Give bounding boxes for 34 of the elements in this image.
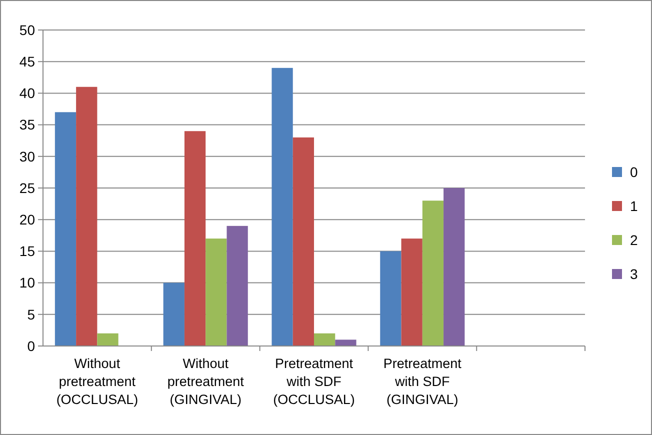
bar: [380, 251, 402, 346]
bar: [444, 188, 465, 346]
y-tick-label: 45: [19, 54, 36, 70]
bar: [314, 333, 336, 346]
bar: [226, 226, 248, 346]
bar: [292, 137, 314, 346]
x-tick-label: Without pretreatment (GINGIVAL): [167, 356, 244, 407]
y-tick-label: 25: [19, 180, 36, 196]
y-tick-label: 10: [19, 274, 36, 291]
legend-label: 1: [630, 198, 638, 214]
y-tick-label: 30: [19, 148, 36, 164]
bar: [54, 112, 76, 346]
y-tick-label: 15: [19, 243, 36, 260]
x-tick-label: Without pretreatment (OCCLUSAL): [56, 356, 138, 407]
bar: [422, 200, 444, 346]
y-tick-label: 40: [19, 85, 36, 102]
bar: [272, 68, 293, 346]
y-tick-label: 20: [19, 212, 36, 228]
legend-label: 3: [630, 266, 638, 282]
bar: [97, 333, 118, 346]
legend-label: 2: [630, 232, 638, 248]
x-tick-label: Pretreatment with SDF (OCCLUSAL): [273, 356, 355, 407]
bar: [401, 238, 422, 346]
legend-label: 0: [630, 164, 638, 180]
x-tick-label: Pretreatment with SDF (GINGIVAL): [383, 356, 462, 407]
y-tick-label: 35: [19, 116, 36, 133]
bar: [206, 238, 227, 346]
bar: [163, 282, 184, 346]
bar: [76, 86, 98, 346]
bar: [335, 340, 356, 346]
y-tick-label: 5: [27, 306, 36, 322]
bar: [184, 131, 206, 346]
y-tick-label: 0: [27, 338, 36, 354]
y-tick-label: 50: [19, 22, 36, 38]
